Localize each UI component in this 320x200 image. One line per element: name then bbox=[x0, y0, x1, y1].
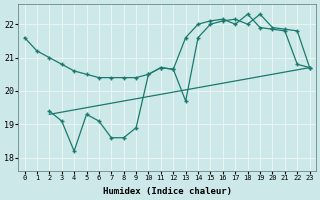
X-axis label: Humidex (Indice chaleur): Humidex (Indice chaleur) bbox=[103, 187, 232, 196]
